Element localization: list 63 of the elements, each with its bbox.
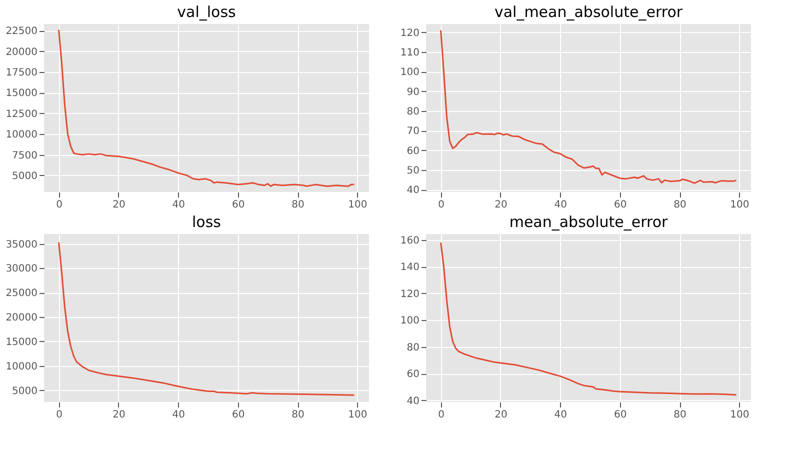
x-tick-label: 60 — [232, 410, 245, 420]
y-tick-label: 110 — [400, 47, 420, 58]
y-tick-label: 120 — [400, 28, 420, 39]
y-tick-label: 15000 — [6, 336, 38, 348]
chart-title: val_mean_absolute_error — [494, 3, 684, 21]
y-tick-label: 80 — [406, 106, 420, 118]
line-series — [440, 30, 737, 184]
y-tick-label: 10000 — [6, 361, 38, 372]
x-tick-label: 20 — [494, 410, 508, 420]
chart-title: mean_absolute_error — [509, 213, 669, 231]
x-tick-label: 60 — [614, 410, 627, 420]
y-tick-label: 35000 — [6, 239, 38, 250]
y-tick-label: 10000 — [6, 130, 38, 141]
y-tick-label: 25000 — [6, 288, 38, 300]
y-tick-label: 12500 — [6, 108, 38, 120]
y-tick-label: 7500 — [12, 150, 38, 162]
x-tick-label: 0 — [438, 200, 444, 210]
x-tick-label: 100 — [730, 200, 750, 210]
y-tick-label: 50 — [406, 165, 420, 176]
x-tick-label: 40 — [172, 200, 186, 210]
y-tick-label: 90 — [406, 86, 420, 98]
y-tick-label: 160 — [400, 235, 420, 246]
x-tick-label: 20 — [112, 200, 126, 210]
x-tick-label: 20 — [112, 410, 126, 420]
x-tick-label: 0 — [438, 410, 444, 420]
y-tick-label: 15000 — [6, 88, 38, 100]
x-tick-label: 40 — [554, 200, 568, 210]
chart-title: loss — [192, 213, 222, 231]
y-tick-label: 100 — [400, 316, 420, 327]
y-tick-label: 30000 — [6, 264, 38, 275]
y-tick-label: 80 — [406, 342, 420, 354]
x-tick-label: 40 — [172, 410, 186, 420]
x-tick-label: 80 — [292, 410, 304, 420]
y-tick-label: 40 — [406, 396, 420, 407]
x-tick-label: 40 — [554, 410, 568, 420]
x-tick-label: 20 — [494, 200, 508, 210]
x-tick-label: 80 — [292, 200, 304, 210]
y-tick-label: 40 — [406, 185, 420, 196]
y-tick-label: 120 — [400, 288, 420, 300]
y-tick-label: 20000 — [6, 46, 38, 58]
x-tick-label: 80 — [674, 410, 686, 420]
x-tick-label: 100 — [348, 410, 368, 420]
x-tick-label: 80 — [674, 200, 686, 210]
y-tick-label: 20000 — [6, 312, 38, 324]
x-tick-label: 0 — [56, 410, 62, 420]
x-tick-label: 100 — [730, 410, 750, 420]
x-tick-label: 100 — [348, 200, 368, 210]
y-tick-label: 5000 — [12, 170, 38, 182]
line-series — [440, 242, 737, 396]
y-tick-label: 22500 — [6, 26, 38, 38]
x-tick-label: 60 — [614, 200, 627, 210]
y-tick-label: 60 — [406, 369, 420, 380]
y-tick-label: 140 — [400, 262, 420, 274]
y-tick-label: 100 — [400, 67, 420, 78]
y-tick-label: 5000 — [12, 386, 38, 397]
x-tick-label: 0 — [56, 200, 62, 210]
chart-title: val_loss — [177, 3, 236, 21]
y-tick-label: 70 — [406, 126, 420, 138]
y-tick-label: 17500 — [6, 68, 38, 78]
x-tick-label: 60 — [232, 200, 245, 210]
line-series — [58, 29, 355, 187]
y-tick-label: 60 — [406, 146, 420, 157]
line-series — [58, 242, 355, 396]
